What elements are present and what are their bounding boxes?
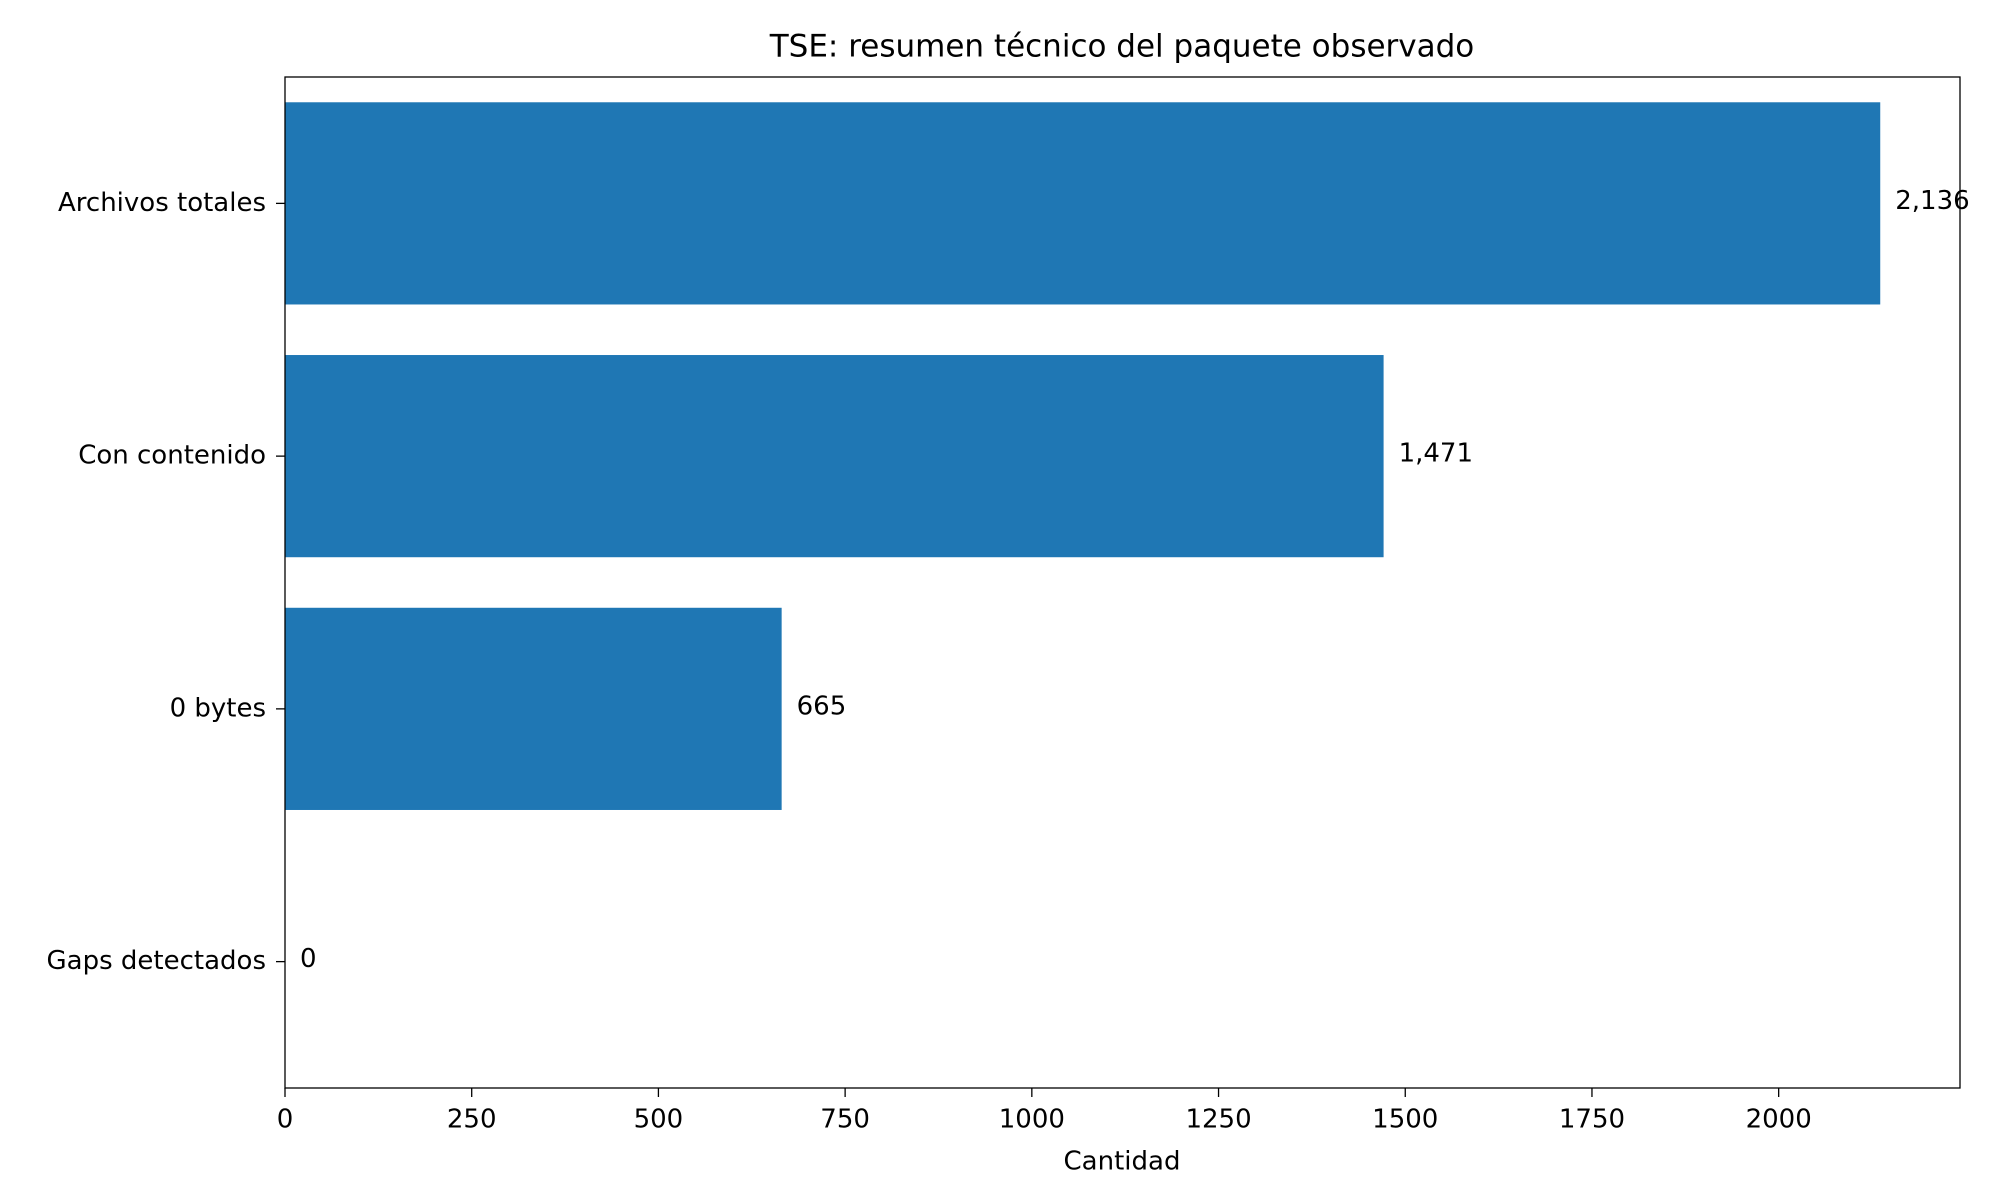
y-tick-label: 0 bytes <box>170 693 266 723</box>
x-tick-label: 750 <box>820 1105 870 1135</box>
x-tick-label: 2000 <box>1746 1105 1812 1135</box>
x-tick-label: 1250 <box>1185 1105 1251 1135</box>
x-tick-label: 1750 <box>1559 1105 1625 1135</box>
bar <box>285 102 1881 305</box>
y-tick-label: Con contenido <box>78 441 266 471</box>
x-tick-label: 500 <box>634 1105 684 1135</box>
bar <box>285 355 1384 558</box>
value-label: 2,136 <box>1895 186 1969 216</box>
y-tick-label: Archivos totales <box>58 188 266 218</box>
chart-title: TSE: resumen técnico del paquete observa… <box>769 29 1475 65</box>
plot-frame <box>284 76 1961 1089</box>
value-label: 0 <box>300 944 317 974</box>
value-label: 665 <box>797 691 847 721</box>
x-tick-label: 250 <box>447 1105 497 1135</box>
value-label: 1,471 <box>1399 439 1473 469</box>
x-tick-label: 1000 <box>999 1105 1065 1135</box>
y-tick-label: Gaps detectados <box>47 946 266 976</box>
x-tick-label: 0 <box>277 1105 294 1135</box>
x-tick-label: 1500 <box>1372 1105 1438 1135</box>
x-axis-label: Cantidad <box>1064 1147 1181 1177</box>
bar <box>285 607 782 810</box>
